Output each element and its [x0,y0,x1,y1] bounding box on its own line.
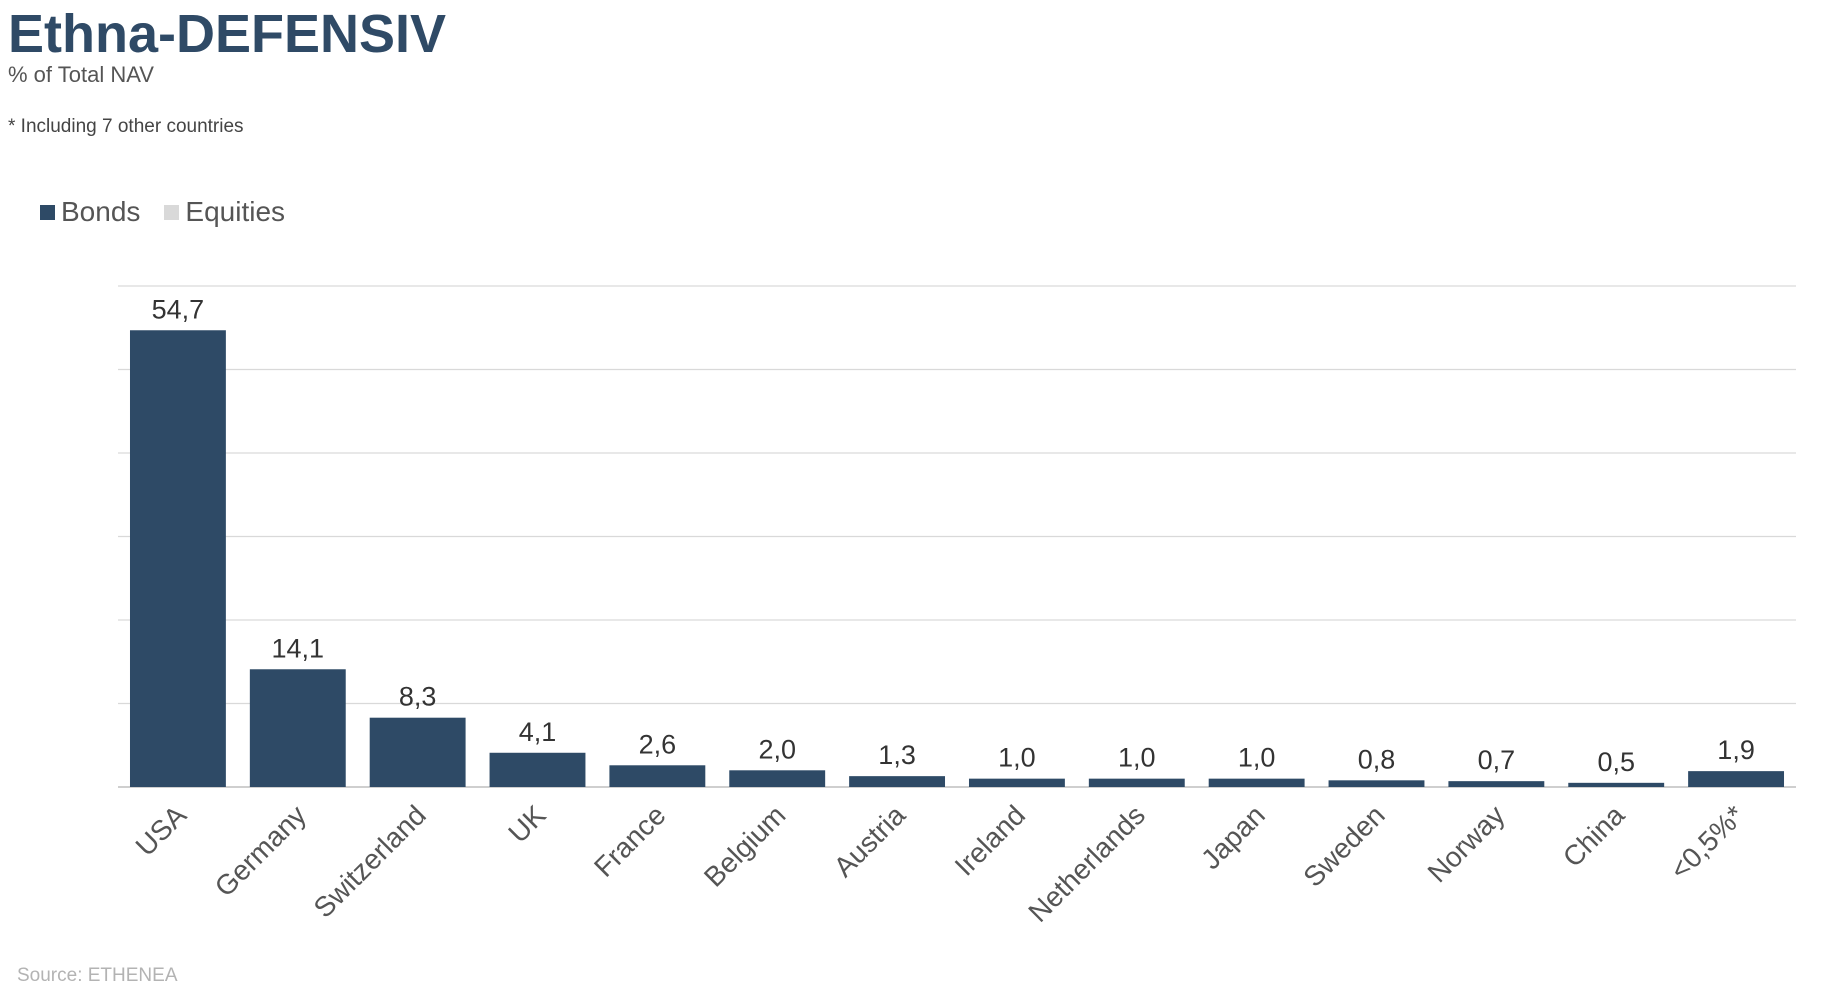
bar-3 [369,717,466,787]
data-label: 0,7 [1478,745,1516,775]
legend-label-bonds: Bonds [61,196,141,227]
x-tick-label: UK [502,799,552,849]
chart-legend: Bonds Equities [40,196,309,228]
bar-13 [1568,782,1665,787]
x-tick-label: Norway [1422,799,1511,888]
data-label: 1,9 [1717,735,1755,765]
data-label: 1,0 [1118,743,1156,773]
x-tick-label: Belgium [698,799,791,892]
data-label: 54,7 [152,294,205,324]
data-label: 1,3 [878,740,916,770]
data-label: 1,0 [1238,743,1276,773]
data-label: 0,8 [1358,744,1396,774]
x-tick-label: Austria [828,799,912,883]
chart-subtitle: % of Total NAV [8,62,154,87]
bar-11 [1328,780,1425,787]
bar-14 [1688,771,1785,787]
legend-label-equities: Equities [185,196,286,227]
legend-swatch-equities [164,204,180,220]
x-tick-label: Sweden [1297,799,1390,892]
bar-1 [129,330,226,787]
x-tick-label: Japan [1195,799,1271,875]
bar-10 [1208,778,1305,787]
legend-item-bonds[interactable]: Bonds [40,196,140,228]
bar-7 [849,776,946,787]
chart-title: Ethna-DEFENSIV [8,4,447,64]
bar-4 [489,752,586,787]
x-tick-label: USA [130,799,193,862]
data-label: 1,0 [998,743,1036,773]
data-label: 0,5 [1597,747,1635,777]
data-label: 14,1 [272,633,325,663]
legend-item-equities[interactable]: Equities [164,196,285,228]
data-label: 4,1 [519,717,557,747]
chart-source: Source: ETHENEA [17,965,178,986]
x-tick-label: Switzerland [308,799,432,923]
data-label: 2,6 [639,729,677,759]
x-tick-label: Netherlands [1022,799,1151,928]
bar-12 [1448,781,1545,787]
bar-5 [609,765,706,787]
data-label: 8,3 [399,682,437,712]
x-tick-label: Germany [209,799,312,902]
x-tick-label: China [1557,799,1631,873]
x-tick-label: France [588,799,672,883]
data-label: 2,0 [758,734,796,764]
bar-2 [249,669,346,787]
bar-6 [729,770,826,787]
bar-8 [968,778,1065,787]
x-tick-label: Ireland [949,799,1031,881]
legend-swatch-bonds [40,204,55,220]
bar-9 [1088,778,1185,787]
chart-footnote: * Including 7 other countries [8,116,244,137]
x-tick-label: <0,5%* [1664,799,1750,885]
